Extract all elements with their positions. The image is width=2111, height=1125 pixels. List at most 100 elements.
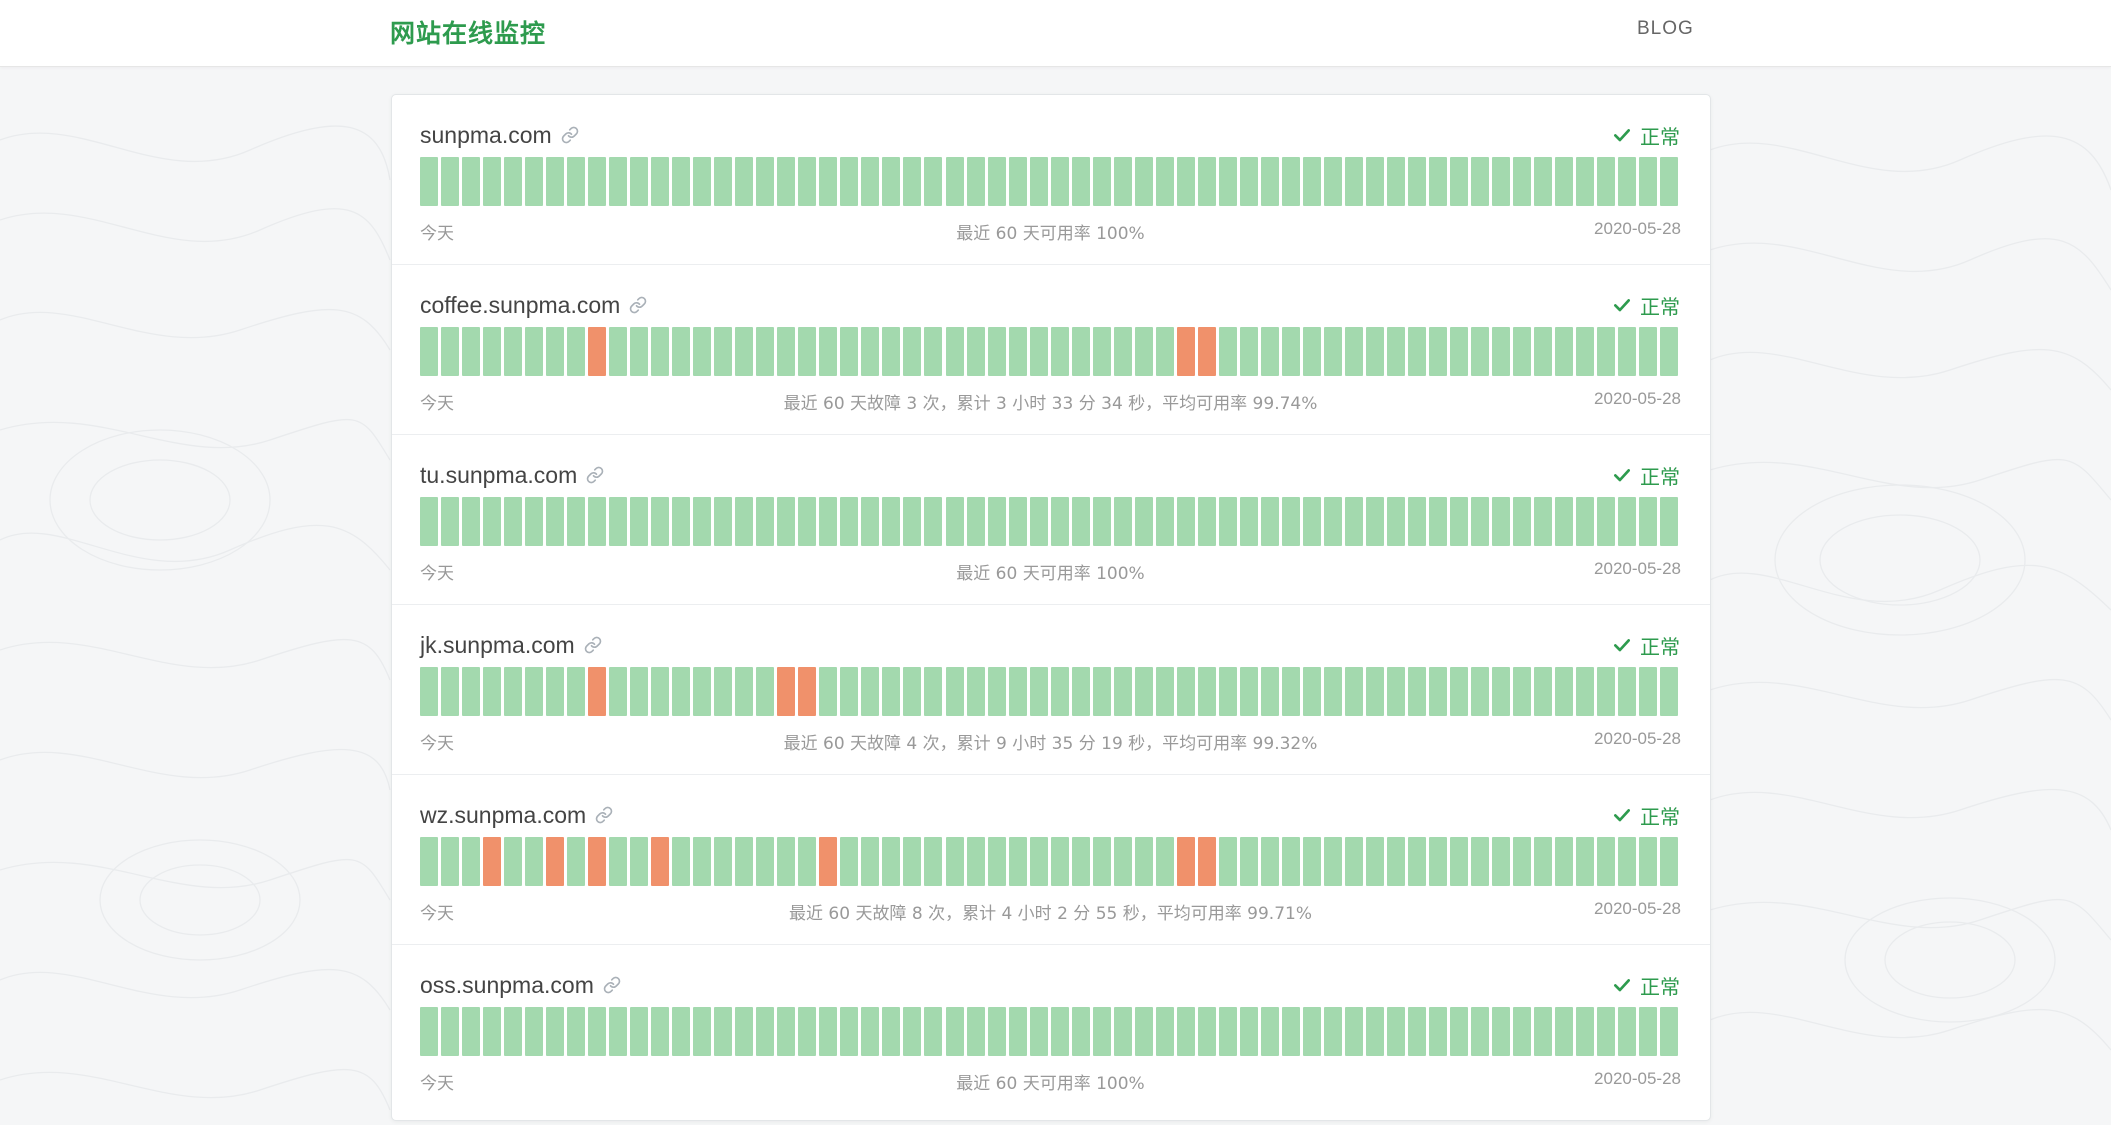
day-bar-up[interactable] [924, 497, 943, 546]
day-bar-up[interactable] [924, 1007, 943, 1056]
day-bar-up[interactable] [1239, 1007, 1258, 1056]
day-bar-up[interactable] [1113, 667, 1132, 716]
day-bar-up[interactable] [1344, 157, 1363, 206]
day-bar-up[interactable] [672, 157, 691, 206]
day-bar-up[interactable] [840, 157, 859, 206]
day-bar-up[interactable] [1639, 157, 1658, 206]
day-bar-up[interactable] [945, 327, 964, 376]
day-bar-up[interactable] [525, 157, 544, 206]
day-bar-up[interactable] [441, 837, 460, 886]
day-bar-up[interactable] [777, 1007, 796, 1056]
day-bar-up[interactable] [1218, 667, 1237, 716]
day-bar-up[interactable] [630, 1007, 649, 1056]
day-bar-up[interactable] [1428, 837, 1447, 886]
day-bar-up[interactable] [1428, 157, 1447, 206]
day-bar-up[interactable] [714, 497, 733, 546]
day-bar-up[interactable] [462, 1007, 481, 1056]
day-bar-up[interactable] [1239, 497, 1258, 546]
day-bar-up[interactable] [1492, 667, 1511, 716]
day-bar-up[interactable] [630, 497, 649, 546]
day-bar-up[interactable] [1029, 157, 1048, 206]
day-bar-up[interactable] [798, 157, 817, 206]
day-bar-up[interactable] [462, 837, 481, 886]
day-bar-up[interactable] [1597, 327, 1616, 376]
day-bar-up[interactable] [1113, 327, 1132, 376]
link-icon[interactable] [584, 636, 602, 654]
day-bar-up[interactable] [1239, 157, 1258, 206]
day-bar-up[interactable] [1281, 497, 1300, 546]
day-bar-up[interactable] [1092, 497, 1111, 546]
day-bar-up[interactable] [1197, 497, 1216, 546]
day-bar-up[interactable] [1260, 497, 1279, 546]
day-bar-up[interactable] [1555, 667, 1574, 716]
day-bar-up[interactable] [1639, 327, 1658, 376]
day-bar-up[interactable] [1513, 667, 1532, 716]
day-bar-up[interactable] [420, 837, 438, 886]
day-bar-up[interactable] [1113, 1007, 1132, 1056]
day-bar-up[interactable] [1660, 1007, 1679, 1056]
day-bar-up[interactable] [1534, 667, 1553, 716]
day-bar-up[interactable] [672, 497, 691, 546]
day-bar-up[interactable] [1576, 327, 1595, 376]
day-bar-up[interactable] [1176, 497, 1195, 546]
day-bar-up[interactable] [1008, 1007, 1027, 1056]
day-bar-up[interactable] [1008, 327, 1027, 376]
day-bar-up[interactable] [630, 837, 649, 886]
day-bar-down[interactable] [1176, 837, 1195, 886]
day-bar-up[interactable] [987, 497, 1006, 546]
site-name-link[interactable]: coffee.sunpma.com [420, 291, 621, 318]
day-bar-up[interactable] [1428, 327, 1447, 376]
day-bar-up[interactable] [1092, 327, 1111, 376]
day-bar-up[interactable] [798, 837, 817, 886]
day-bar-up[interactable] [1407, 667, 1426, 716]
site-brand-title[interactable]: 网站在线监控 [390, 19, 547, 48]
day-bar-up[interactable] [693, 327, 712, 376]
day-bar-up[interactable] [819, 667, 838, 716]
day-bar-up[interactable] [1534, 837, 1553, 886]
day-bar-up[interactable] [1513, 497, 1532, 546]
day-bar-up[interactable] [1092, 157, 1111, 206]
day-bar-up[interactable] [1660, 327, 1679, 376]
day-bar-up[interactable] [525, 667, 544, 716]
day-bar-up[interactable] [693, 667, 712, 716]
day-bar-up[interactable] [903, 497, 922, 546]
day-bar-up[interactable] [714, 157, 733, 206]
day-bar-up[interactable] [1471, 157, 1489, 206]
day-bar-up[interactable] [840, 837, 859, 886]
day-bar-up[interactable] [1176, 1007, 1195, 1056]
day-bar-up[interactable] [1260, 157, 1279, 206]
day-bar-up[interactable] [987, 157, 1006, 206]
day-bar-up[interactable] [966, 837, 985, 886]
day-bar-down[interactable] [1197, 327, 1216, 376]
day-bar-up[interactable] [1492, 1007, 1511, 1056]
day-bar-up[interactable] [1050, 497, 1069, 546]
day-bar-up[interactable] [483, 497, 502, 546]
day-bar-up[interactable] [1218, 157, 1237, 206]
day-bar-up[interactable] [504, 837, 523, 886]
day-bar-up[interactable] [546, 157, 565, 206]
day-bar-up[interactable] [609, 667, 628, 716]
day-bar-up[interactable] [1008, 667, 1027, 716]
day-bar-up[interactable] [1576, 1007, 1595, 1056]
day-bar-up[interactable] [1281, 667, 1300, 716]
day-bar-up[interactable] [693, 837, 712, 886]
day-bar-up[interactable] [1302, 497, 1321, 546]
day-bar-up[interactable] [819, 1007, 838, 1056]
day-bar-up[interactable] [1197, 1007, 1216, 1056]
day-bar-up[interactable] [1323, 837, 1342, 886]
day-bar-up[interactable] [735, 667, 754, 716]
day-bar-down[interactable] [1176, 327, 1195, 376]
day-bar-up[interactable] [1597, 1007, 1616, 1056]
day-bar-up[interactable] [1492, 327, 1511, 376]
day-bar-up[interactable] [1008, 157, 1027, 206]
day-bar-up[interactable] [546, 327, 565, 376]
day-bar-up[interactable] [1050, 837, 1069, 886]
day-bar-up[interactable] [504, 157, 523, 206]
day-bar-up[interactable] [1660, 837, 1679, 886]
day-bar-up[interactable] [441, 327, 460, 376]
day-bar-up[interactable] [1344, 1007, 1363, 1056]
day-bar-up[interactable] [1576, 837, 1595, 886]
day-bar-up[interactable] [1492, 497, 1511, 546]
day-bar-up[interactable] [651, 327, 670, 376]
day-bar-up[interactable] [1029, 497, 1048, 546]
